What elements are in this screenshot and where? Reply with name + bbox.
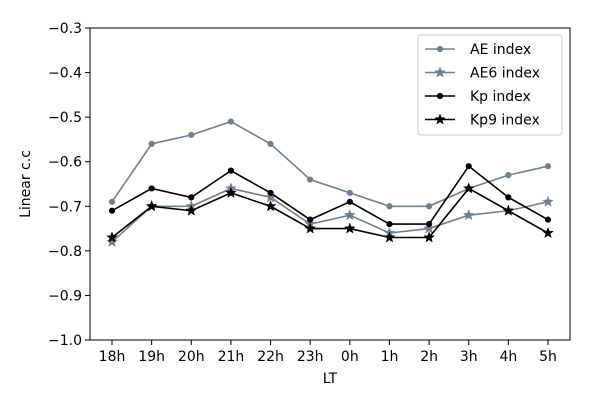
x-tick-label: 3h — [460, 349, 478, 365]
x-tick-label: 2h — [420, 349, 438, 365]
y-tick-label: −0.4 — [48, 66, 82, 82]
y-axis-label: Linear c.c — [18, 150, 34, 218]
data-point-ae-index — [505, 171, 512, 179]
data-point-kp9-index — [383, 231, 396, 243]
data-point-ae6-index — [542, 195, 554, 207]
data-point-kp-index — [188, 194, 195, 201]
data-point-kp-index — [346, 198, 353, 205]
y-axis: −1.0 −0.9 −0.8 −0.7 −0.6 −0.5 −0.4 −0.3 — [48, 21, 90, 349]
legend-item-ae6-index: AE6 index — [425, 66, 540, 82]
x-tick-label: 0h — [341, 349, 359, 365]
legend-label: AE index — [470, 42, 531, 58]
data-point-ae-index — [188, 131, 195, 139]
y-tick-label: −0.5 — [48, 110, 82, 126]
data-point-kp-index — [267, 189, 274, 197]
plot-area — [106, 118, 554, 247]
legend-item-kp-index: Kp index — [425, 89, 531, 105]
data-point-kp-index — [544, 216, 552, 223]
data-point-kp-index — [307, 216, 314, 223]
x-tick-label: 1h — [381, 349, 399, 365]
x-axis-label: LT — [323, 371, 338, 387]
data-point-ae-index — [425, 203, 433, 210]
legend-marker — [436, 45, 444, 53]
data-point-ae-index — [227, 118, 235, 125]
x-tick-label: 21h — [218, 349, 245, 365]
legend-label: AE6 index — [470, 66, 540, 82]
data-point-ae-index — [267, 140, 274, 147]
plot-frame — [89, 27, 571, 341]
series-kp9-index — [106, 182, 554, 243]
x-tick-label: 20h — [178, 349, 205, 365]
data-point-kp9-index — [264, 200, 277, 212]
data-point-kp-index — [148, 185, 155, 192]
legend: AE index AE6 index Kp index Kp9 index — [417, 34, 563, 136]
y-tick-label: −0.7 — [48, 199, 82, 215]
series-line-kp9-index — [111, 187, 549, 239]
x-tick-label: 22h — [257, 349, 284, 365]
data-point-ae-index — [307, 176, 314, 183]
data-point-kp-index — [108, 207, 116, 214]
data-point-kp9-index — [542, 226, 554, 239]
y-tick-label: −1.0 — [48, 333, 82, 349]
x-tick-label: 19h — [138, 349, 165, 365]
data-point-kp9-index — [462, 182, 475, 194]
x-tick-label: 4h — [499, 349, 517, 365]
y-tick-label: −0.9 — [48, 288, 82, 304]
data-point-kp9-index — [145, 200, 158, 212]
data-point-ae-index — [544, 163, 552, 170]
series-kp-index — [108, 163, 552, 228]
data-point-kp9-index — [304, 222, 317, 234]
data-point-ae6-index — [343, 208, 356, 221]
series-ae-index — [108, 118, 552, 210]
data-point-kp9-index — [502, 204, 515, 216]
data-point-ae-index — [346, 189, 353, 197]
data-point-kp-index — [465, 163, 472, 170]
data-point-kp9-index — [225, 186, 237, 198]
data-point-kp-index — [425, 221, 433, 228]
legend-item-kp9-index: Kp9 index — [425, 113, 540, 129]
data-point-ae6-index — [106, 235, 118, 247]
legend-marker — [434, 113, 446, 125]
data-point-kp-index — [227, 167, 235, 174]
data-point-ae6-index — [462, 208, 475, 221]
legend-marker — [434, 66, 446, 78]
data-point-ae-index — [386, 203, 393, 210]
x-axis: 18h 19h 20h 21h 22h 23h 0h 1h 2h 3h 4h 5h — [99, 340, 557, 365]
legend-label: Kp index — [470, 89, 531, 105]
series-line-ae6-index — [111, 187, 549, 243]
series-line-ae-index — [111, 120, 549, 208]
data-point-ae6-index — [423, 222, 435, 234]
legend-marker — [436, 92, 444, 100]
data-point-kp9-index — [343, 222, 356, 234]
data-point-kp-index — [505, 194, 512, 201]
data-point-ae-index — [108, 198, 116, 205]
x-tick-label: 18h — [99, 349, 126, 365]
legend-label: Kp9 index — [470, 113, 540, 129]
x-tick-label: 5h — [539, 349, 557, 365]
y-tick-label: −0.6 — [48, 155, 82, 171]
data-point-kp-index — [386, 221, 393, 228]
series-line-kp-index — [111, 165, 549, 225]
legend-item-ae-index: AE index — [425, 42, 531, 58]
legend-box — [417, 34, 563, 136]
data-point-ae-index — [148, 140, 155, 147]
data-point-kp9-index — [106, 231, 118, 243]
y-tick-label: −0.8 — [48, 244, 82, 260]
x-tick-label: 23h — [297, 349, 324, 365]
y-tick-label: −0.3 — [48, 21, 82, 37]
data-point-kp9-index — [185, 204, 198, 216]
data-point-kp9-index — [423, 231, 435, 243]
